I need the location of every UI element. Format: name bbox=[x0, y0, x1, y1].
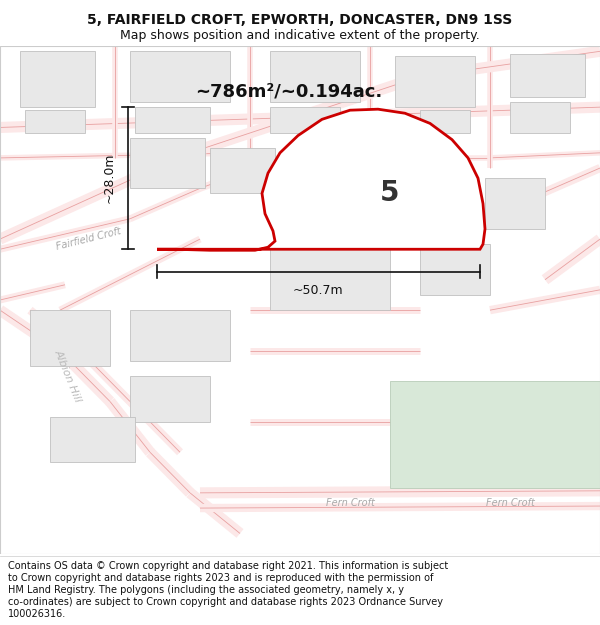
Bar bbox=[510, 102, 570, 132]
Bar bbox=[210, 148, 275, 193]
Bar bbox=[130, 138, 205, 188]
Bar bbox=[130, 51, 230, 102]
Text: ~50.7m: ~50.7m bbox=[293, 284, 343, 297]
Text: ~28.0m: ~28.0m bbox=[103, 153, 116, 204]
Text: Fern Croft: Fern Croft bbox=[485, 498, 535, 508]
Text: ~786m²/~0.194ac.: ~786m²/~0.194ac. bbox=[195, 83, 382, 101]
Bar bbox=[20, 51, 95, 107]
Bar bbox=[485, 178, 545, 229]
Text: 100026316.: 100026316. bbox=[8, 609, 66, 619]
Bar bbox=[395, 56, 475, 107]
Polygon shape bbox=[390, 381, 600, 488]
Text: co-ordinates) are subject to Crown copyright and database rights 2023 Ordnance S: co-ordinates) are subject to Crown copyr… bbox=[8, 598, 443, 608]
Bar bbox=[135, 107, 210, 132]
Bar bbox=[270, 244, 390, 310]
Bar bbox=[510, 54, 585, 97]
Bar bbox=[30, 310, 110, 366]
Text: to Crown copyright and database rights 2023 and is reproduced with the permissio: to Crown copyright and database rights 2… bbox=[8, 573, 433, 583]
Text: Fern Croft: Fern Croft bbox=[326, 498, 374, 508]
Text: Fairfield Croft: Fairfield Croft bbox=[55, 226, 122, 252]
Text: 5: 5 bbox=[380, 179, 400, 208]
Bar bbox=[25, 110, 85, 132]
Text: Fairfield Croft: Fairfield Croft bbox=[320, 124, 386, 156]
Bar bbox=[130, 310, 230, 361]
Bar bbox=[390, 168, 470, 229]
Bar bbox=[420, 244, 490, 295]
Text: HM Land Registry. The polygons (including the associated geometry, namely x, y: HM Land Registry. The polygons (includin… bbox=[8, 585, 404, 595]
PathPatch shape bbox=[157, 109, 485, 250]
Text: 5, FAIRFIELD CROFT, EPWORTH, DONCASTER, DN9 1SS: 5, FAIRFIELD CROFT, EPWORTH, DONCASTER, … bbox=[88, 13, 512, 27]
Bar bbox=[270, 107, 340, 132]
Text: Map shows position and indicative extent of the property.: Map shows position and indicative extent… bbox=[120, 29, 480, 42]
Text: Contains OS data © Crown copyright and database right 2021. This information is : Contains OS data © Crown copyright and d… bbox=[8, 561, 448, 571]
Bar bbox=[50, 417, 135, 462]
Bar bbox=[130, 376, 210, 422]
Text: Albion Hill: Albion Hill bbox=[53, 348, 83, 404]
Bar bbox=[270, 51, 360, 102]
Bar bbox=[420, 110, 470, 132]
